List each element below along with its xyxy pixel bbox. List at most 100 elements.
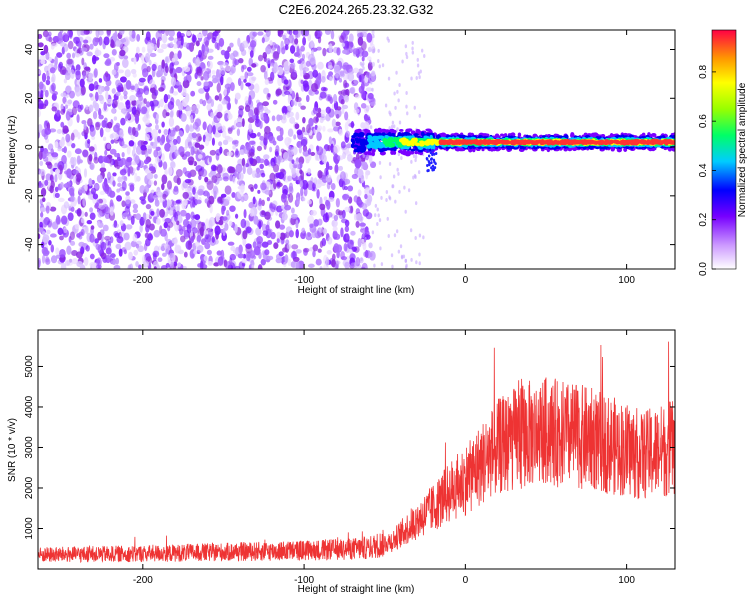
spectrogram-noise-cell [267, 255, 274, 261]
spectrogram-noise-cell [40, 89, 44, 99]
spectrogram-noise-cell [206, 94, 210, 100]
spectrogram-noise-cell [318, 227, 324, 234]
spectrogram-noise-cell [216, 82, 222, 93]
spectrogram-noise-cell [194, 118, 202, 127]
spectrogram-noise-cell [284, 65, 290, 75]
spectrogram-noise-cell [259, 135, 265, 141]
spectrogram-noise-cell [99, 96, 105, 105]
spectrogram-noise-cell [322, 125, 326, 132]
spectrogram-noise-cell [231, 192, 236, 198]
spectrogram-noise-cell [175, 169, 183, 177]
spectrogram-noise-cell [165, 263, 170, 268]
spectrogram-band-outer [356, 128, 362, 132]
spectrogram-faint-cell [377, 48, 380, 53]
spectrogram-noise-cell [57, 147, 62, 152]
spectrogram-noise-cell [45, 33, 52, 42]
spectrogram-noise-cell [140, 140, 146, 147]
spectrogram-noise-cell [288, 30, 293, 36]
spectrogram-noise-cell [259, 111, 264, 118]
spectrogram-noise-cell [130, 85, 136, 91]
spectrogram-noise-cell [176, 204, 180, 212]
spectrogram-noise-cell [104, 71, 109, 78]
spectrogram-noise-cell [289, 58, 295, 64]
spectrogram-noise-cell [63, 183, 71, 189]
spectrogram-noise-cell [161, 79, 165, 86]
spectrogram-noise-cell [42, 234, 50, 243]
spectrogram-band-blue [350, 143, 355, 149]
spectrogram-faint-cell [400, 155, 403, 160]
spectrogram-band-blue [359, 133, 365, 138]
spectrogram-noise-cell [166, 199, 171, 208]
spectrogram-faint-cell [388, 110, 391, 115]
spectrogram-noise-cell [364, 193, 368, 200]
spectrogram-noise-cell [128, 140, 135, 147]
spectrogram-noise-cell [66, 58, 73, 65]
spectrogram-noise-cell [168, 117, 175, 127]
spectrogram-noise-cell [39, 207, 47, 212]
spectrogram-faint-cell [370, 80, 373, 85]
spectrogram-noise-cell [92, 56, 100, 61]
spectrogram-noise-cell [219, 146, 223, 154]
spectrogram-noise-cell [284, 37, 290, 46]
spectrogram-noise-cell [133, 249, 139, 256]
spectrogram-noise-cell [168, 130, 176, 137]
spectrogram-noise-cell [38, 233, 41, 240]
spectrogram-faint-cell [401, 59, 404, 64]
spectrogram-noise-cell [288, 230, 294, 238]
spectrogram-noise-cell [109, 206, 114, 216]
spectrogram-noise-cell [361, 238, 365, 243]
spectrogram-noise-cell [305, 60, 311, 67]
spectrogram-noise-cell [349, 262, 357, 269]
spectrogram-noise-cell [45, 79, 51, 86]
spectrogram-noise-cell [325, 256, 330, 267]
spectrogram-noise-cell [131, 99, 137, 106]
spectrogram-noise-cell [125, 224, 133, 230]
spectrogram-noise-cell [80, 217, 85, 224]
spectrogram-noise-cell [359, 227, 367, 234]
spectrogram-noise-cell [198, 88, 205, 94]
spectrogram-noise-cell [258, 220, 262, 230]
spectrogram-faint-cell [374, 213, 377, 218]
spectrogram-noise-cell [185, 187, 192, 193]
spectrogram-noise-cell [42, 218, 48, 228]
spectrogram-noise-cell [202, 190, 209, 197]
spectrogram-band-outer [414, 150, 418, 155]
spectrogram-noise-cell [195, 199, 202, 205]
spectrogram-noise-cell [38, 42, 44, 48]
spectrogram-noise-cell [119, 95, 124, 101]
spectrogram-noise-cell [295, 219, 299, 229]
spectrogram-noise-cell [44, 250, 50, 255]
spectrogram-noise-cell [70, 240, 76, 246]
spectrogram-noise-cell [328, 65, 334, 70]
spectrogram-noise-cell [207, 60, 213, 70]
spectrogram-noise-cell [285, 230, 290, 239]
spectrogram-band-outer [572, 147, 577, 152]
spectrogram-noise-cell [291, 146, 298, 156]
spectrogram-noise-cell [264, 158, 269, 167]
spectrogram-noise-cell [168, 30, 175, 38]
spectrogram-noise-cell [135, 213, 142, 220]
spectrogram-noise-cell [83, 168, 88, 178]
spectrogram-noise-cell [261, 210, 266, 216]
spectrogram-band-outer [589, 133, 594, 137]
spectrogram-noise-cell [247, 131, 251, 141]
spectrogram-noise-cell [186, 106, 193, 112]
spectrogram-noise-cell [333, 231, 338, 238]
spectrogram-faint-cell [373, 263, 376, 268]
spectrogram-noise-cell [114, 153, 120, 158]
spectrogram-noise-cell [161, 59, 165, 69]
spectrogram-noise-cell [290, 251, 298, 260]
spectrogram-noise-cell [351, 173, 358, 180]
spectrogram-noise-cell [276, 231, 281, 239]
spectrogram-noise-cell [183, 251, 188, 258]
spectrogram-noise-cell [321, 237, 327, 247]
spectrogram-noise-cell [200, 160, 206, 168]
spectrogram-noise-cell [196, 234, 201, 244]
spectrogram-noise-cell [63, 227, 68, 234]
spectrogram-noise-cell [69, 231, 75, 241]
spectrogram-noise-cell [282, 112, 286, 121]
spectrogram-noise-cell [75, 177, 81, 186]
spectrogram-faint-cell [407, 188, 411, 193]
spectrogram-noise-cell [233, 249, 239, 254]
spectrogram-noise-cell [202, 30, 208, 37]
